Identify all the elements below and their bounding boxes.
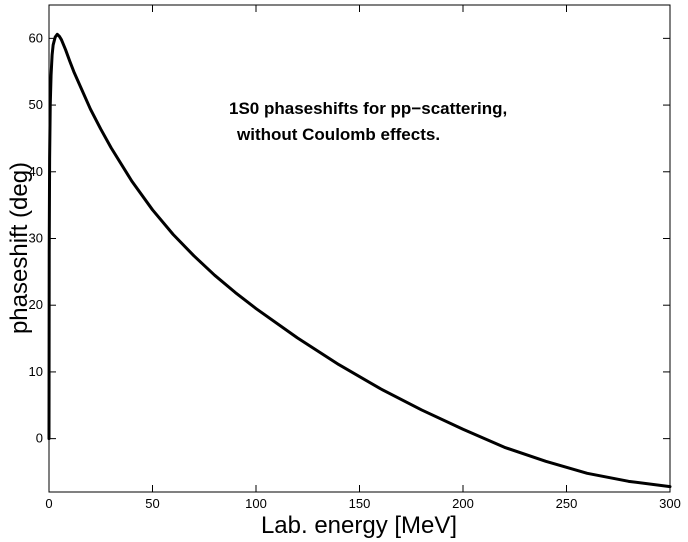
y-tick-label: 20 <box>29 297 43 312</box>
axis-ticks <box>48 5 671 492</box>
annotation-line-1: 1S0 phaseshifts for pp−scattering, <box>229 99 507 118</box>
y-tick-label: 0 <box>36 431 43 446</box>
x-tick-label: 200 <box>452 496 474 511</box>
y-axis-label: phaseshift (deg) <box>6 162 33 334</box>
y-tick-label: 40 <box>29 164 43 179</box>
x-tick-label: 300 <box>659 496 681 511</box>
y-tick-label: 60 <box>29 30 43 45</box>
x-tick-label: 0 <box>45 496 52 511</box>
x-tick-label: 150 <box>349 496 371 511</box>
x-tick-label: 50 <box>145 496 159 511</box>
plot-frame <box>48 4 671 493</box>
series-line-1s0-phaseshift <box>47 32 672 489</box>
x-tick-label: 100 <box>245 496 267 511</box>
y-tick-label: 50 <box>29 97 43 112</box>
annotation-line-2: without Coulomb effects. <box>236 125 440 144</box>
x-axis-label: Lab. energy [MeV] <box>261 512 457 539</box>
y-tick-label: 10 <box>29 364 43 379</box>
axis-tick-labels: 0 50 100 150 200 250 300 0 10 20 30 40 50 60 <box>29 30 681 511</box>
x-tick-label: 250 <box>556 496 578 511</box>
y-tick-label: 30 <box>29 230 43 245</box>
